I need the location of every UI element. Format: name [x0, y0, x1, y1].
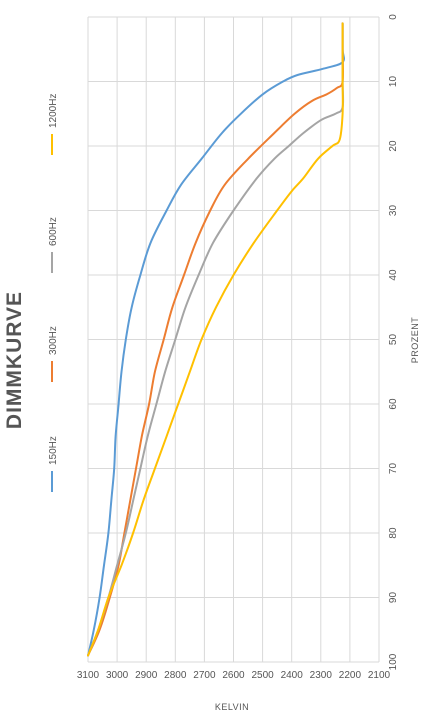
legend: 150Hz 300Hz 600Hz 1200Hz [48, 94, 59, 492]
legend-label-600Hz: 600Hz [48, 217, 59, 246]
legend-label-150Hz: 150Hz [48, 436, 59, 465]
tick-label-kelvin: 2600 [222, 670, 245, 681]
tick-label-percent: 30 [388, 205, 399, 217]
tick-label-kelvin: 3000 [106, 670, 129, 681]
series-line-150Hz [87, 22, 346, 657]
tick-label-percent: 90 [388, 592, 399, 604]
y-axis-title: KELVIN [215, 702, 249, 712]
tick-labels: 2100 2200 2300 2400 2500 2600 2700 2800 2900 3000… [77, 14, 399, 681]
legend-label-1200Hz: 1200Hz [48, 94, 59, 128]
series-line-300Hz [87, 22, 345, 657]
tick-label-kelvin: 2200 [339, 670, 362, 681]
tick-label-kelvin: 2100 [368, 670, 391, 681]
tick-label-percent: 40 [388, 269, 399, 281]
tick-label-percent: 80 [388, 527, 399, 539]
tick-label-percent: 100 [388, 653, 399, 670]
series-lines [87, 22, 346, 657]
series-line-1200Hz [87, 22, 344, 657]
tick-label-percent: 0 [388, 14, 399, 20]
tick-label-kelvin: 2800 [164, 670, 187, 681]
series-line-600Hz [87, 22, 345, 657]
grid-lines [87, 16, 380, 663]
tick-label-kelvin: 2500 [251, 670, 274, 681]
tick-label-percent: 70 [388, 463, 399, 475]
tick-label-percent: 50 [388, 334, 399, 346]
tick-label-kelvin: 2400 [281, 670, 304, 681]
tick-label-percent: 60 [388, 398, 399, 410]
chart-title: DIMMKURVE [3, 291, 26, 429]
tick-label-kelvin: 3100 [77, 670, 100, 681]
legend-label-300Hz: 300Hz [48, 326, 59, 355]
tick-label-percent: 20 [388, 140, 399, 152]
tick-label-kelvin: 2300 [310, 670, 333, 681]
tick-label-kelvin: 2900 [135, 670, 158, 681]
tick-label-percent: 10 [388, 76, 399, 88]
tick-label-kelvin: 2700 [193, 670, 216, 681]
x-axis-title: PROZENT [410, 317, 420, 364]
